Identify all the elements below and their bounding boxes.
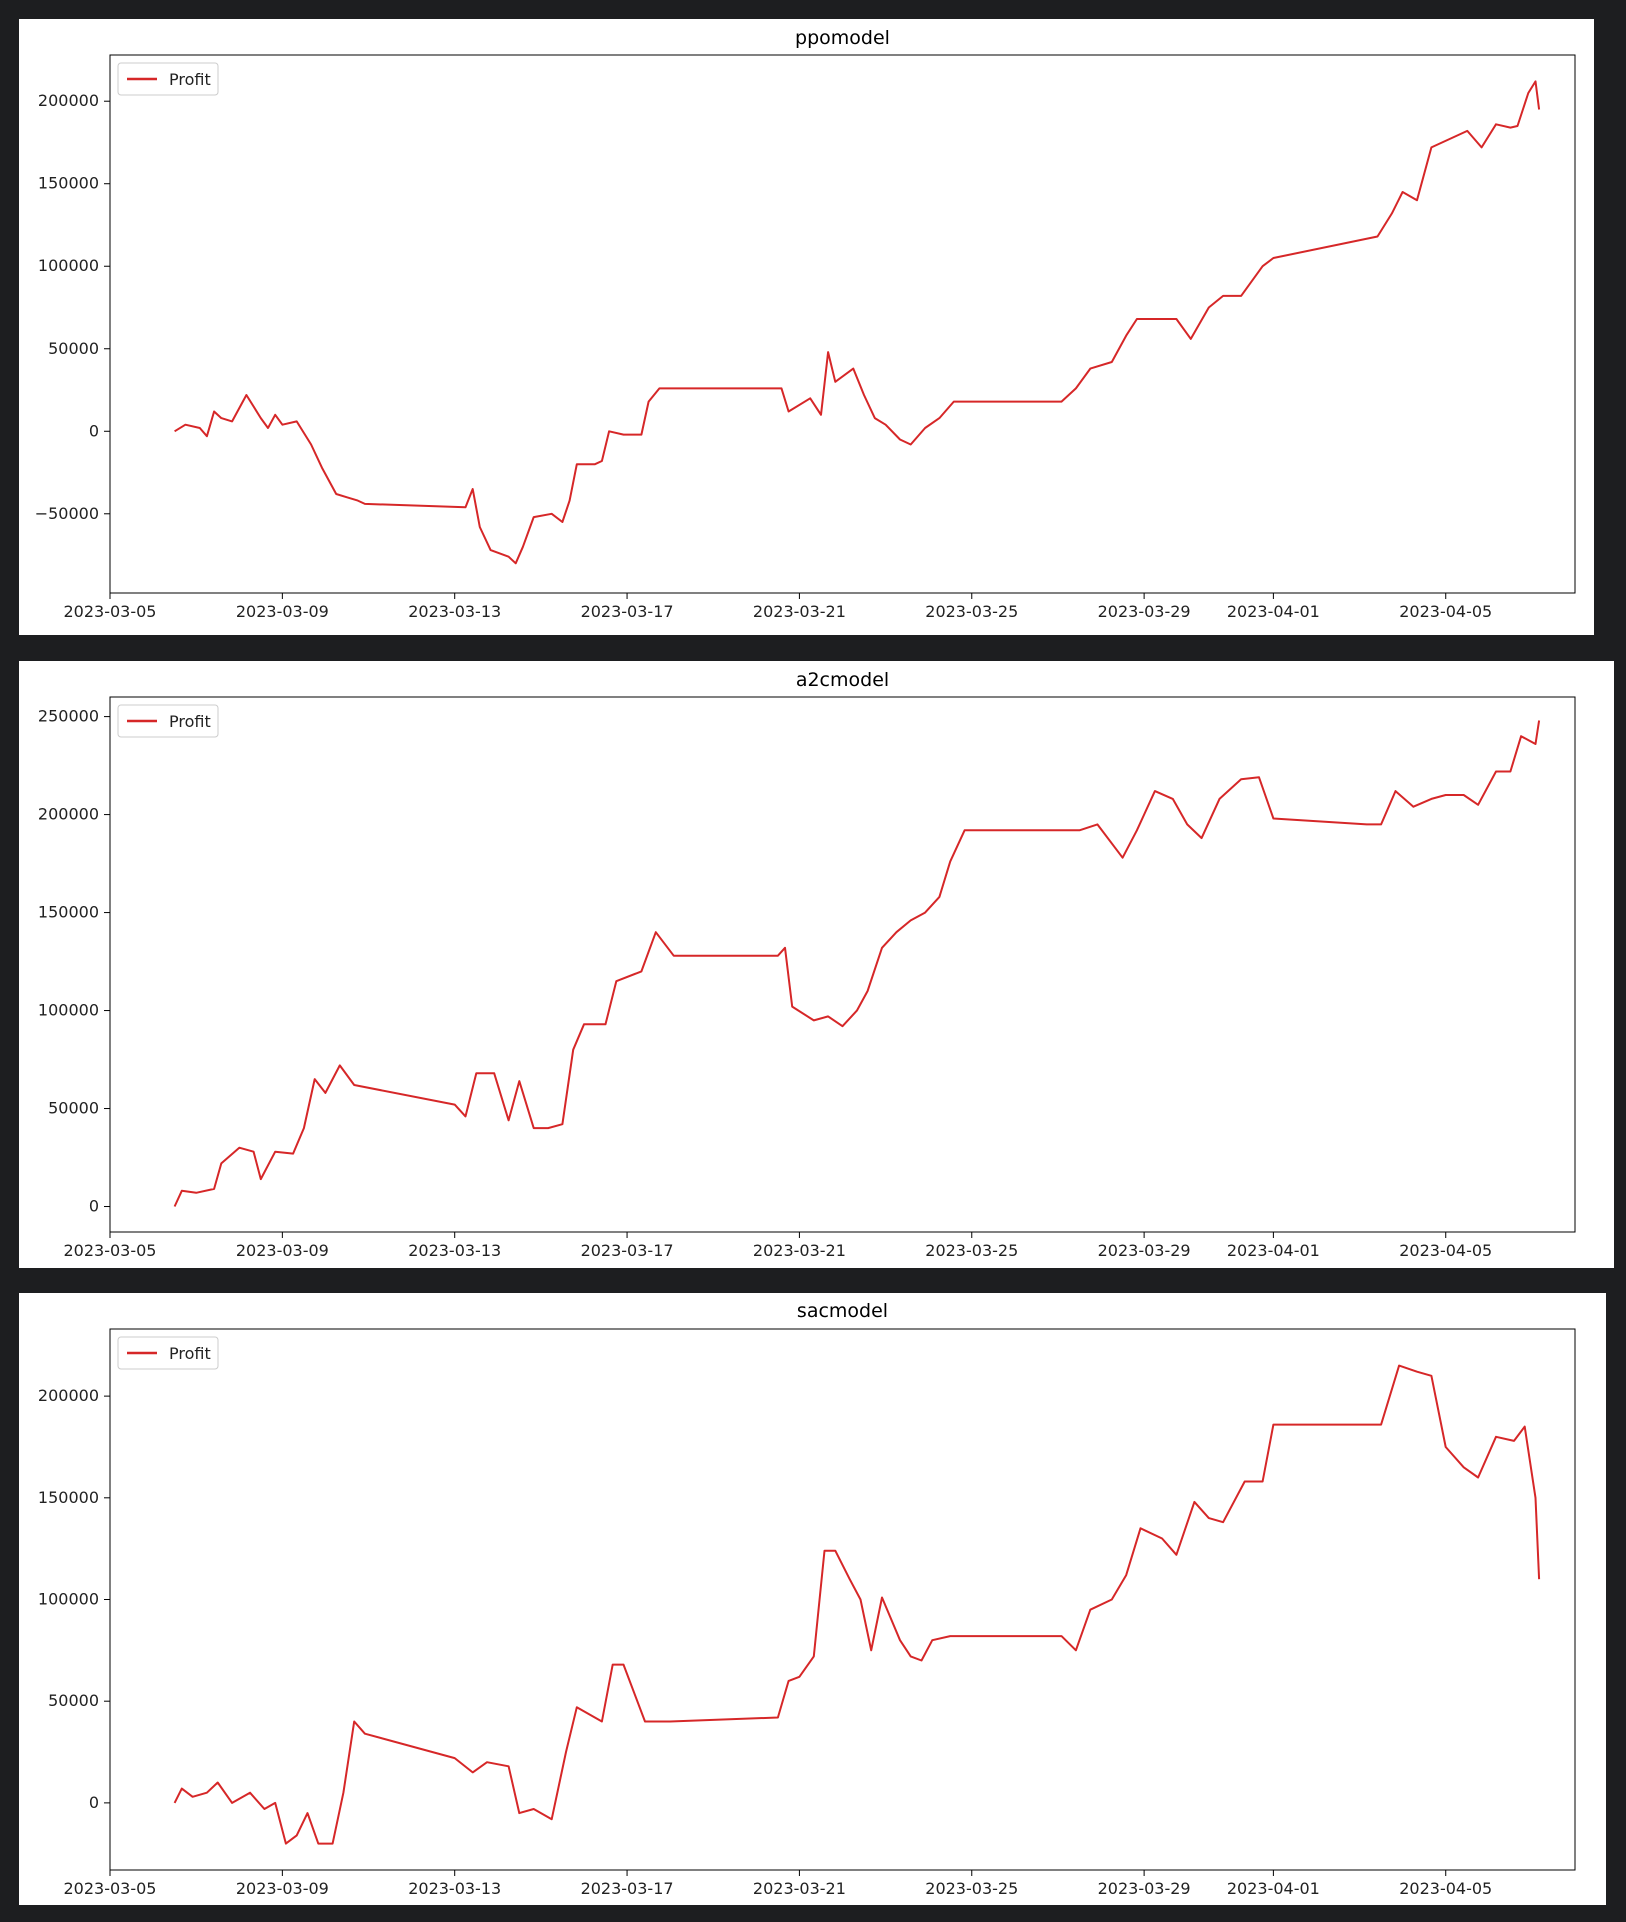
series-line-ppomodel-0 xyxy=(174,80,1541,565)
x-tick-label-sacmodel-6: 2023-03-29 xyxy=(1098,1879,1191,1898)
legend-box-sacmodel xyxy=(117,1336,219,1370)
series-line-sacmodel-0 xyxy=(173,1364,1541,1845)
plot-frame-a2cmodel xyxy=(109,696,1576,1233)
chart-svg-a2cmodel: a2cmodel 2023-03-05 2023-03-09 2023-03-13 20… xyxy=(38,669,1576,1260)
legend-box-ppomodel xyxy=(117,62,219,96)
y-tick-label-ppomodel-2: 100000 xyxy=(38,256,99,275)
legend-box-a2cmodel xyxy=(117,704,219,738)
y-tick-label-ppomodel-3: 50000 xyxy=(48,339,99,358)
y-tick-label-ppomodel-4: 0 xyxy=(89,421,99,440)
chart-title-a2cmodel: a2cmodel xyxy=(796,669,889,691)
x-tick-label-sacmodel-8: 2023-04-05 xyxy=(1399,1879,1492,1898)
x-tick-label-ppomodel-0: 2023-03-05 xyxy=(64,602,157,621)
x-tick-label-ppomodel-1: 2023-03-09 xyxy=(236,602,329,621)
plot-frame-sacmodel xyxy=(109,1328,1576,1871)
x-tick-label-ppomodel-8: 2023-04-05 xyxy=(1399,602,1492,621)
x-tick-label-ppomodel-7: 2023-04-01 xyxy=(1227,602,1320,621)
y-tick-label-ppomodel-1: 150000 xyxy=(38,174,99,193)
legend-label-sacmodel: Profit xyxy=(169,1344,211,1363)
x-tick-label-sacmodel-7: 2023-04-01 xyxy=(1227,1879,1320,1898)
y-tick-label-a2cmodel-3: 100000 xyxy=(38,1001,99,1020)
x-tick-label-sacmodel-0: 2023-03-05 xyxy=(64,1879,157,1898)
y-tick-label-sacmodel-2: 100000 xyxy=(38,1590,99,1609)
x-tick-label-a2cmodel-8: 2023-04-05 xyxy=(1399,1241,1492,1260)
x-tick-label-a2cmodel-4: 2023-03-21 xyxy=(753,1241,846,1260)
legend-a2cmodel: Profit xyxy=(117,704,219,738)
x-tick-label-ppomodel-5: 2023-03-25 xyxy=(925,602,1018,621)
x-tick-label-ppomodel-3: 2023-03-17 xyxy=(581,602,674,621)
x-tick-label-a2cmodel-7: 2023-04-01 xyxy=(1227,1241,1320,1260)
x-tick-label-sacmodel-3: 2023-03-17 xyxy=(581,1879,674,1898)
chart-panel-ppomodel: ppomodel 2023-03-05 2023-03-09 2023-03-13 20… xyxy=(19,19,1594,635)
x-tick-label-a2cmodel-3: 2023-03-17 xyxy=(581,1241,674,1260)
y-tick-label-a2cmodel-0: 250000 xyxy=(38,707,99,726)
plot-frame-ppomodel xyxy=(109,54,1576,594)
chart-svg-sacmodel: sacmodel 2023-03-05 2023-03-09 2023-03-13 20… xyxy=(38,1300,1576,1898)
y-tick-label-a2cmodel-1: 200000 xyxy=(38,805,99,824)
x-tick-label-a2cmodel-0: 2023-03-05 xyxy=(64,1241,157,1260)
x-tick-label-ppomodel-2: 2023-03-13 xyxy=(408,602,501,621)
y-tick-label-ppomodel-0: 200000 xyxy=(38,91,99,110)
y-tick-label-a2cmodel-2: 150000 xyxy=(38,903,99,922)
chart-title-sacmodel: sacmodel xyxy=(797,1300,888,1322)
y-tick-label-a2cmodel-4: 50000 xyxy=(48,1099,99,1118)
legend-label-ppomodel: Profit xyxy=(169,70,211,89)
x-tick-label-sacmodel-1: 2023-03-09 xyxy=(236,1879,329,1898)
series-line-a2cmodel-0 xyxy=(173,720,1541,1207)
x-tick-label-a2cmodel-5: 2023-03-25 xyxy=(925,1241,1018,1260)
x-tick-label-sacmodel-4: 2023-03-21 xyxy=(753,1879,846,1898)
legend-label-a2cmodel: Profit xyxy=(169,712,211,731)
x-tick-label-sacmodel-2: 2023-03-13 xyxy=(408,1879,501,1898)
x-tick-label-sacmodel-5: 2023-03-25 xyxy=(925,1879,1018,1898)
chart-panel-a2cmodel: a2cmodel 2023-03-05 2023-03-09 2023-03-13 20… xyxy=(19,661,1614,1268)
legend-sacmodel: Profit xyxy=(117,1336,219,1370)
y-tick-label-sacmodel-1: 150000 xyxy=(38,1488,99,1507)
y-tick-label-ppomodel-5: −50000 xyxy=(35,504,99,523)
chart-title-ppomodel: ppomodel xyxy=(795,27,890,49)
y-tick-label-sacmodel-3: 50000 xyxy=(48,1691,99,1710)
x-tick-label-a2cmodel-6: 2023-03-29 xyxy=(1098,1241,1191,1260)
x-tick-label-a2cmodel-2: 2023-03-13 xyxy=(408,1241,501,1260)
y-tick-label-sacmodel-0: 200000 xyxy=(38,1386,99,1405)
y-tick-label-sacmodel-4: 0 xyxy=(89,1793,99,1812)
x-tick-label-ppomodel-6: 2023-03-29 xyxy=(1098,602,1191,621)
x-tick-label-ppomodel-4: 2023-03-21 xyxy=(753,602,846,621)
x-tick-label-a2cmodel-1: 2023-03-09 xyxy=(236,1241,329,1260)
y-tick-label-a2cmodel-5: 0 xyxy=(89,1197,99,1216)
chart-svg-ppomodel: ppomodel 2023-03-05 2023-03-09 2023-03-13 20… xyxy=(35,27,1576,621)
chart-panel-sacmodel: sacmodel 2023-03-05 2023-03-09 2023-03-13 20… xyxy=(19,1293,1606,1905)
legend-ppomodel: Profit xyxy=(117,62,219,96)
